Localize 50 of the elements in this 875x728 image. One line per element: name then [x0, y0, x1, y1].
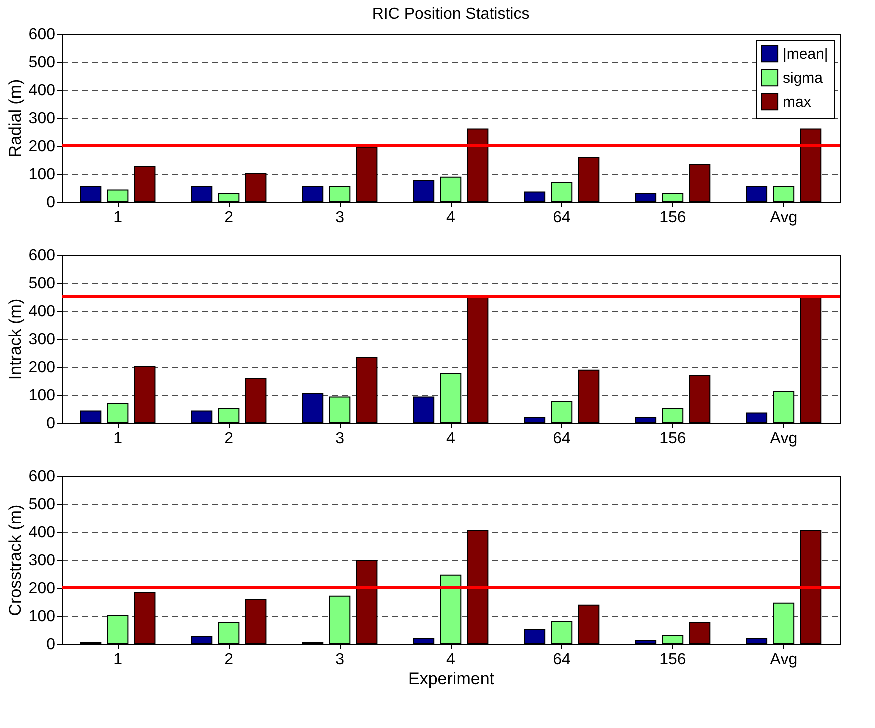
y-tick-label: 100 — [28, 388, 56, 404]
y-tick-label: 600 — [28, 248, 56, 264]
x-tick-label: Avg — [770, 210, 798, 226]
y-tick-label: 400 — [28, 304, 56, 320]
y-tick-label: 300 — [28, 110, 56, 128]
y-tick-label: 300 — [28, 552, 56, 570]
x-tick-label: 4 — [446, 210, 456, 226]
legend-label: |mean| — [783, 46, 828, 63]
x-tick-label: 64 — [553, 652, 571, 668]
y-tick-label: 500 — [28, 54, 56, 72]
y-tick-label: 600 — [28, 468, 56, 486]
x-tick-label: 156 — [660, 430, 686, 448]
x-tick-label: 1 — [114, 430, 123, 448]
y-tick-label: 200 — [28, 360, 56, 376]
x-tick-label: 1 — [114, 652, 123, 668]
y-tick-label: 0 — [46, 416, 56, 432]
x-tick-label: 3 — [336, 210, 345, 226]
legend-label: sigma — [783, 70, 824, 87]
y-axis-title: Radial (m) — [6, 79, 25, 158]
x-tick-label: 4 — [446, 652, 456, 668]
y-tick-label: 500 — [28, 276, 56, 292]
x-tick-label: 4 — [446, 430, 456, 448]
y-tick-label: 0 — [46, 194, 56, 212]
x-axis-title: Experiment — [408, 670, 495, 688]
x-tick-label: 2 — [224, 430, 234, 448]
x-tick-label: Avg — [770, 430, 798, 448]
y-tick-label: 200 — [28, 138, 56, 156]
x-tick-label: 156 — [660, 210, 686, 226]
y-tick-label: 600 — [28, 26, 56, 44]
x-tick-label: Avg — [770, 652, 798, 668]
x-tick-label: 2 — [224, 652, 234, 668]
y-tick-label: 400 — [28, 524, 56, 542]
x-tick-label: 3 — [336, 430, 345, 448]
y-tick-label: 300 — [28, 332, 56, 348]
x-tick-label: 156 — [660, 652, 686, 668]
x-tick-label: 1 — [114, 210, 123, 226]
chart-title: RIC Position Statistics — [372, 6, 530, 23]
y-tick-label: 200 — [28, 580, 56, 598]
y-axis-title: Crosstrack (m) — [6, 504, 25, 616]
y-axis-title: Intrack (m) — [6, 298, 25, 380]
x-tick-label: 64 — [553, 210, 571, 226]
y-tick-label: 100 — [28, 166, 56, 184]
y-tick-label: 100 — [28, 608, 56, 626]
x-tick-label: 64 — [553, 430, 571, 448]
legend-label: max — [783, 94, 812, 111]
x-tick-label: 3 — [336, 652, 345, 668]
y-tick-label: 0 — [46, 636, 56, 654]
y-tick-label: 400 — [28, 82, 56, 100]
x-tick-label: 2 — [224, 210, 234, 226]
y-tick-label: 500 — [28, 496, 56, 514]
